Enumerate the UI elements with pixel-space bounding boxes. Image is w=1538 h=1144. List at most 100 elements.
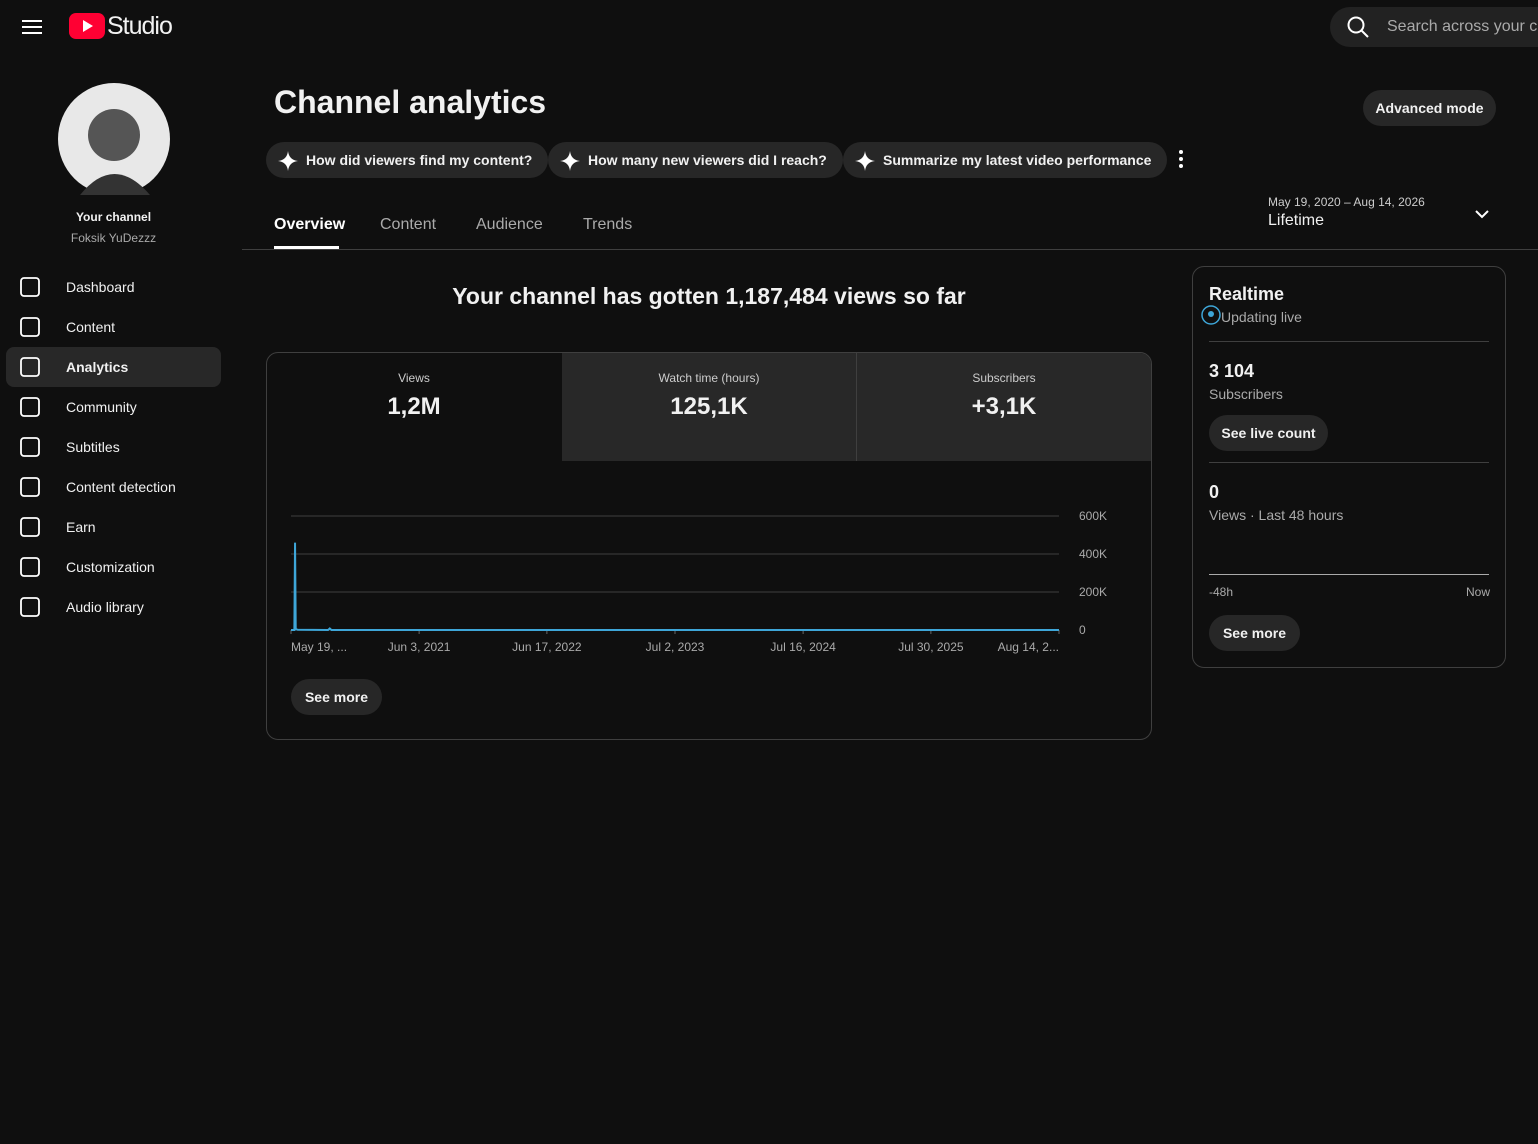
nav-icon — [20, 477, 40, 497]
nav-item[interactable]: Community — [6, 387, 221, 427]
menu-icon[interactable] — [22, 18, 42, 36]
metric-label: Subscribers — [972, 371, 1036, 385]
nav-icon — [20, 437, 40, 457]
icon-shape — [20, 437, 40, 457]
y-tick-label: 200K — [1079, 585, 1107, 599]
more-icon[interactable] — [1177, 149, 1185, 169]
icon-shape — [20, 557, 40, 577]
live-dot — [1201, 305, 1221, 325]
chip-label: How did viewers find my content? — [306, 152, 533, 168]
metric-value: 125,1K — [670, 393, 748, 420]
search-box[interactable]: Search across your c — [1330, 7, 1538, 47]
logo-icon[interactable] — [69, 13, 105, 39]
see-more-button[interactable]: See more — [291, 679, 382, 715]
nav-icon — [20, 317, 40, 337]
icon-shape — [20, 357, 40, 377]
nav-item[interactable]: Earn — [6, 507, 221, 547]
sparkle-icon — [855, 151, 875, 171]
nav-item[interactable]: Analytics — [6, 347, 221, 387]
nav-icon — [20, 517, 40, 537]
nav-label: Content detection — [66, 479, 176, 495]
nav-label: Customization — [66, 559, 155, 575]
nav-label: Dashboard — [66, 279, 135, 295]
date-range[interactable]: May 19, 2020 – Aug 14, 2026 — [1268, 195, 1425, 209]
nav-item[interactable]: Dashboard — [6, 267, 221, 307]
page-title: Channel analytics — [274, 84, 547, 120]
nav-label: Earn — [66, 519, 96, 535]
metric-tab[interactable]: Views 1,2M — [267, 353, 561, 460]
y-tick-label: 600K — [1079, 509, 1107, 523]
icon-shape — [20, 597, 40, 617]
nav-icon — [20, 357, 40, 377]
sparkle-icon — [560, 151, 580, 171]
y-tick-label: 0 — [1079, 623, 1086, 637]
analytics-card — [266, 352, 1152, 740]
axis-start: -48h — [1209, 585, 1234, 599]
chart: 0 200K 400K 600K May 19, ... Jun 3, 2021 Jun 1… — [290, 509, 1107, 654]
metric-label: Views — [398, 371, 430, 385]
nav-icon — [20, 397, 40, 417]
date-preset[interactable]: Lifetime — [1268, 212, 1325, 229]
divider — [1209, 462, 1489, 463]
logo-text[interactable]: Studio — [107, 12, 173, 40]
subscriber-count: 3 104 — [1209, 361, 1255, 381]
metric-value: +3,1K — [971, 393, 1037, 420]
icon-shape — [20, 277, 40, 297]
realtime-see-more[interactable]: See more — [1209, 615, 1300, 651]
metric-separator — [856, 353, 857, 461]
subscriber-label: Subscribers — [1209, 386, 1283, 402]
nav-item[interactable]: Customization — [6, 547, 221, 587]
line-series — [291, 542, 1059, 632]
dropdown-icon[interactable] — [1474, 208, 1490, 220]
nav-icon — [20, 277, 40, 297]
y-tick-label: 400K — [1079, 547, 1107, 561]
tab[interactable]: Overview — [274, 216, 346, 233]
chip-label: Summarize my latest video performance — [883, 152, 1152, 168]
x-tick-label: Jun 17, 2022 — [512, 640, 582, 654]
sparkle-shape — [560, 151, 580, 171]
prompt-chip[interactable]: How many new viewers did I reach? — [548, 142, 843, 178]
nav-label: Analytics — [66, 359, 129, 375]
chip-label: How many new viewers did I reach? — [588, 152, 827, 168]
axis-end: Now — [1465, 585, 1490, 599]
views-count: 0 — [1209, 482, 1220, 502]
prompt-chip[interactable]: Summarize my latest video performance — [843, 142, 1168, 178]
icon-shape — [20, 517, 40, 537]
metric-label: Watch time (hours) — [658, 371, 760, 385]
metric-tab[interactable]: Watch time (hours) 125,1K — [562, 353, 856, 460]
realtime-card: Realtime Updating live 3 104 Subscribers… — [1192, 266, 1506, 668]
nav-label: Subtitles — [66, 439, 120, 455]
sparkle-shape — [278, 151, 298, 171]
nav-item[interactable]: Content — [6, 307, 221, 347]
metric-tab[interactable]: Subscribers +3,1K — [857, 353, 1151, 460]
x-tick-label: Aug 14, 2... — [998, 640, 1059, 654]
channel-name: Foksik YuDezzz — [70, 231, 157, 245]
live-count-button[interactable]: See live count — [1209, 415, 1328, 451]
sparkle-icon — [278, 151, 298, 171]
icon-shape — [20, 397, 40, 417]
icon-shape — [20, 477, 40, 497]
nav-label: Audio library — [66, 599, 144, 615]
x-tick-label: May 19, ... — [291, 640, 347, 654]
prompt-chip[interactable]: How did viewers find my content? — [266, 142, 549, 178]
x-tick-label: Jul 2, 2023 — [646, 640, 705, 654]
x-tick-label: Jul 16, 2024 — [770, 640, 836, 654]
channel-label: Your channel — [75, 210, 152, 224]
nav-icon — [20, 557, 40, 577]
sparkle-shape — [855, 151, 875, 171]
views-label: Views · Last 48 hours — [1209, 507, 1344, 523]
nav-item[interactable]: Content detection — [6, 467, 221, 507]
tab[interactable]: Audience — [476, 216, 543, 233]
nav-item[interactable]: Subtitles — [6, 427, 221, 467]
metric-value: 1,2M — [387, 393, 441, 420]
tab[interactable]: Content — [380, 216, 437, 233]
search-icon — [1347, 16, 1369, 38]
nav-item[interactable]: Audio library — [6, 587, 221, 627]
realtime-status: Updating live — [1221, 309, 1302, 325]
divider — [1209, 341, 1489, 342]
advanced-mode-button[interactable]: Advanced mode — [1363, 90, 1496, 126]
nav-label: Community — [66, 399, 137, 415]
avatar[interactable] — [58, 83, 170, 195]
tab[interactable]: Trends — [583, 216, 633, 233]
